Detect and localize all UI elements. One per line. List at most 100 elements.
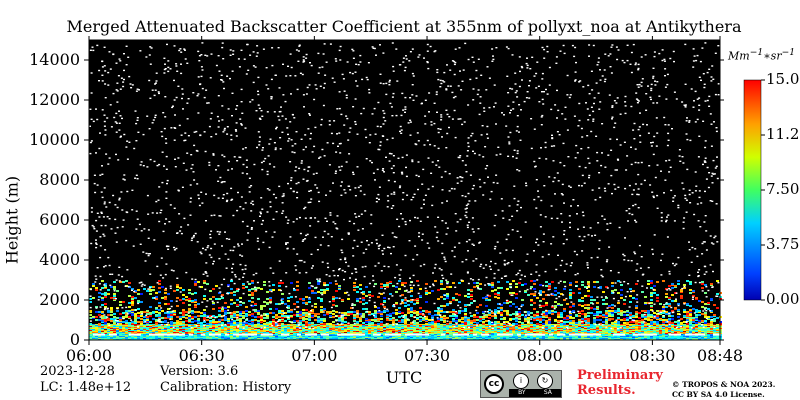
heatmap-cell — [176, 325, 179, 326]
heatmap-cell — [92, 336, 95, 337]
heatmap-cell — [557, 328, 560, 329]
heatmap-cell — [98, 325, 101, 326]
heatmap-cell — [437, 320, 440, 322]
heatmap-cell — [428, 334, 431, 335]
heatmap-cell — [140, 331, 143, 332]
heatmap-cell — [461, 338, 464, 339]
heatmap-cell — [380, 329, 383, 330]
heatmap-cell — [122, 301, 125, 303]
heatmap-cell — [569, 306, 572, 308]
heatmap-cell — [593, 286, 596, 288]
heatmap-cell — [647, 323, 650, 325]
heatmap-cell — [473, 316, 476, 318]
heatmap-cell — [563, 338, 566, 339]
heatmap-cell — [197, 318, 200, 320]
heatmap-cell — [182, 294, 185, 296]
heatmap-cell — [344, 321, 347, 323]
heatmap-cell — [107, 332, 110, 333]
heatmap-cell — [683, 326, 686, 327]
heatmap-cell — [110, 318, 113, 320]
heatmap-cell — [650, 333, 653, 334]
heatmap-cell — [548, 322, 551, 324]
heatmap-cell — [638, 329, 641, 330]
heatmap-cell — [236, 333, 239, 334]
heatmap-cell — [329, 333, 332, 334]
heatmap-cell — [203, 331, 206, 332]
heatmap-cell — [230, 335, 233, 336]
heatmap-cell — [254, 327, 257, 328]
heatmap-cell — [629, 288, 632, 290]
heatmap-cell — [185, 331, 188, 332]
heatmap-cell — [518, 328, 521, 329]
heatmap-cell — [182, 327, 185, 328]
heatmap-cell — [398, 328, 401, 329]
heatmap-cell — [134, 328, 137, 329]
heatmap-cell — [239, 336, 242, 337]
heatmap-cell — [299, 322, 302, 324]
heatmap-cell — [665, 313, 668, 315]
heatmap-cell — [275, 332, 278, 333]
heatmap-cell — [368, 294, 371, 296]
heatmap-cell — [458, 301, 461, 303]
heatmap-cell — [206, 338, 209, 339]
heatmap-cell — [416, 332, 419, 333]
heatmap-cell — [497, 303, 500, 305]
heatmap-cell — [455, 327, 458, 328]
heatmap-cell — [644, 302, 647, 304]
heatmap-cell — [473, 332, 476, 333]
heatmap-cell — [668, 328, 671, 329]
heatmap-cell — [599, 328, 602, 329]
heatmap-cell — [596, 319, 599, 321]
heatmap-cell — [242, 322, 245, 324]
heatmap-cell — [362, 299, 365, 301]
heatmap-cell — [188, 327, 191, 328]
heatmap-cell — [125, 326, 128, 327]
heatmap-cell — [608, 315, 611, 317]
heatmap-cell — [326, 330, 329, 331]
heatmap-cell — [566, 315, 569, 317]
heatmap-cell — [185, 338, 188, 339]
heatmap-cell — [344, 331, 347, 332]
heatmap-cell — [185, 299, 188, 301]
heatmap-cell — [404, 333, 407, 334]
heatmap-cell — [449, 301, 452, 303]
heatmap-cell — [470, 332, 473, 333]
heatmap-cell — [425, 290, 428, 292]
heatmap-cell — [509, 336, 512, 337]
heatmap-cell — [332, 329, 335, 330]
heatmap-cell — [332, 332, 335, 333]
heatmap-cell — [440, 308, 443, 310]
heatmap-cell — [305, 338, 308, 339]
heatmap-cell — [149, 328, 152, 329]
heatmap-cell — [257, 333, 260, 334]
heatmap-cell — [452, 332, 455, 333]
heatmap-cell — [464, 331, 467, 332]
heatmap-cell — [518, 333, 521, 334]
heatmap-cell — [455, 325, 458, 326]
heatmap-cell — [620, 310, 623, 312]
heatmap-cell — [104, 306, 107, 308]
heatmap-cell — [659, 328, 662, 329]
heatmap-cell — [530, 330, 533, 331]
heatmap-cell — [647, 319, 650, 321]
heatmap-cell — [365, 333, 368, 334]
heatmap-cell — [416, 322, 419, 324]
heatmap-cell — [332, 326, 335, 327]
heatmap-cell — [254, 331, 257, 332]
heatmap-cell — [440, 331, 443, 332]
heatmap-cell — [623, 299, 626, 301]
heatmap-cell — [245, 329, 248, 330]
heatmap-cell — [320, 329, 323, 330]
heatmap-cell — [602, 321, 605, 323]
heatmap-cell — [590, 331, 593, 332]
heatmap-cell — [419, 307, 422, 309]
heatmap-cell — [383, 337, 386, 338]
heatmap-cell — [350, 338, 353, 339]
heatmap-cell — [251, 294, 254, 296]
heatmap-cell — [665, 335, 668, 336]
heatmap-cell — [605, 319, 608, 321]
heatmap-cell — [680, 335, 683, 336]
heatmap-cell — [173, 332, 176, 333]
heatmap-cell — [209, 338, 212, 339]
heatmap-cell — [92, 329, 95, 330]
